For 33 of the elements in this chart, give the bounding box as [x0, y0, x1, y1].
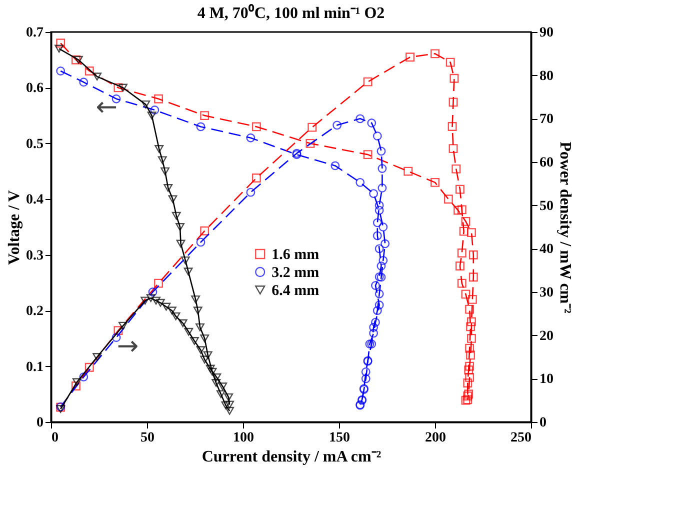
- legend-label: 6.4 mm: [272, 283, 320, 299]
- x-axis-title: Current density / mA cm⁻²: [202, 448, 382, 466]
- y-tick-label: 0.4: [26, 192, 44, 208]
- y2-tick-label: 50: [540, 198, 554, 214]
- legend-label: 3.2 mm: [272, 265, 320, 281]
- y-tick-label: 0.2: [26, 304, 44, 320]
- y2-tick-label: 10: [540, 372, 554, 388]
- y2-tick-label: 30: [540, 286, 554, 300]
- y2-tick-label: 60: [540, 156, 554, 170]
- y2-tick-label: 0: [540, 416, 546, 430]
- y2-axis-title: Power density / mW cm⁻²: [556, 142, 574, 314]
- y2-tick-label: 80: [540, 68, 554, 84]
- x-tick-label: 0: [52, 430, 58, 446]
- x-tick-label: 150: [329, 430, 350, 446]
- x-tick-label: 200: [425, 430, 446, 446]
- y-tick-label: 0.5: [26, 136, 44, 152]
- y-tick-label: 0: [36, 416, 44, 430]
- x-tick-label: 100: [233, 430, 254, 446]
- x-tick-label: 50: [140, 430, 154, 446]
- y-axis-title: Voltage / V: [6, 190, 23, 265]
- y2-tick-label: 40: [540, 242, 554, 258]
- y-tick-label: 0.7: [26, 26, 44, 40]
- annotation: →: [116, 332, 139, 362]
- y2-tick-label: 20: [540, 328, 554, 344]
- y-tick-label: 0.1: [26, 360, 44, 375]
- annotation: ←: [96, 92, 118, 122]
- x-tick-label: 250: [510, 430, 532, 446]
- chart-title: 4 M, 70⁰C, 100 ml min⁻¹ O2: [197, 4, 385, 22]
- legend-label: 1.6 mm: [272, 247, 320, 263]
- y-tick-label: 0.6: [26, 81, 44, 96]
- y2-tick-label: 90: [540, 26, 554, 40]
- y-tick-label: 0.3: [26, 248, 44, 264]
- y2-tick-label: 70: [540, 112, 554, 128]
